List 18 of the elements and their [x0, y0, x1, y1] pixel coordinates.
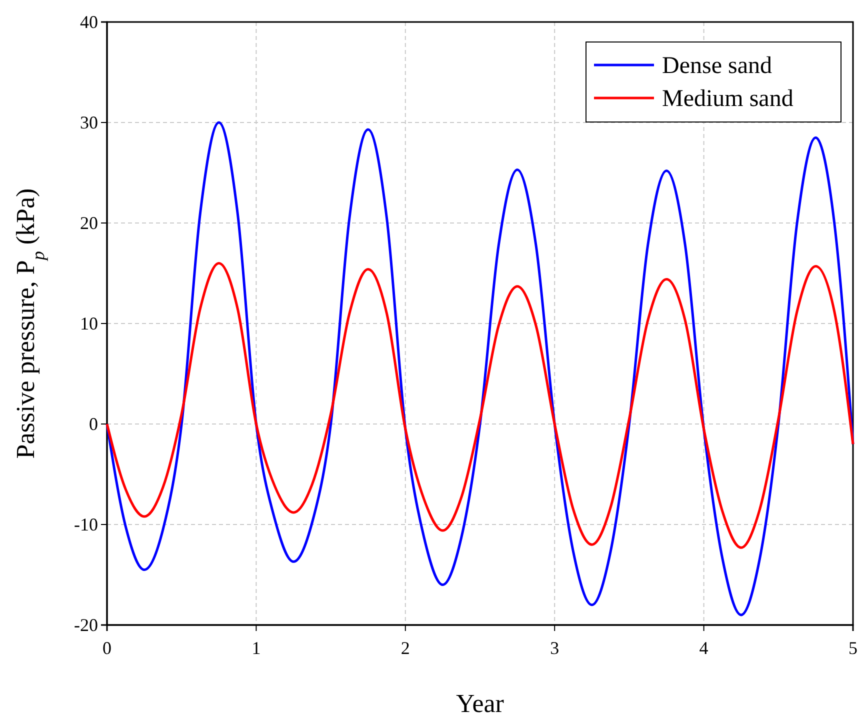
y-tick-label: 10	[80, 313, 98, 334]
line-series	[106, 121, 854, 616]
legend-label: Dense sand	[662, 53, 772, 79]
y-tick-label: -10	[74, 514, 98, 534]
x-tick-label: 5	[848, 638, 858, 658]
x-tick-label: 4	[699, 638, 708, 658]
x-tick-label: 0	[102, 638, 112, 658]
y-tick-label: 40	[80, 12, 98, 32]
legend-label: Medium sand	[662, 86, 794, 112]
x-tick-label: 3	[550, 638, 560, 658]
y-tick-label: -20	[74, 614, 98, 635]
x-tick-label: 2	[400, 638, 410, 658]
x-tick-label: 1	[252, 638, 261, 658]
y-tick-label: 20	[80, 212, 98, 233]
x-axis-title: Year	[456, 689, 504, 718]
y-tick-label: 30	[80, 112, 98, 132]
line-series	[106, 262, 854, 549]
y-tick-label: 0	[89, 414, 98, 434]
